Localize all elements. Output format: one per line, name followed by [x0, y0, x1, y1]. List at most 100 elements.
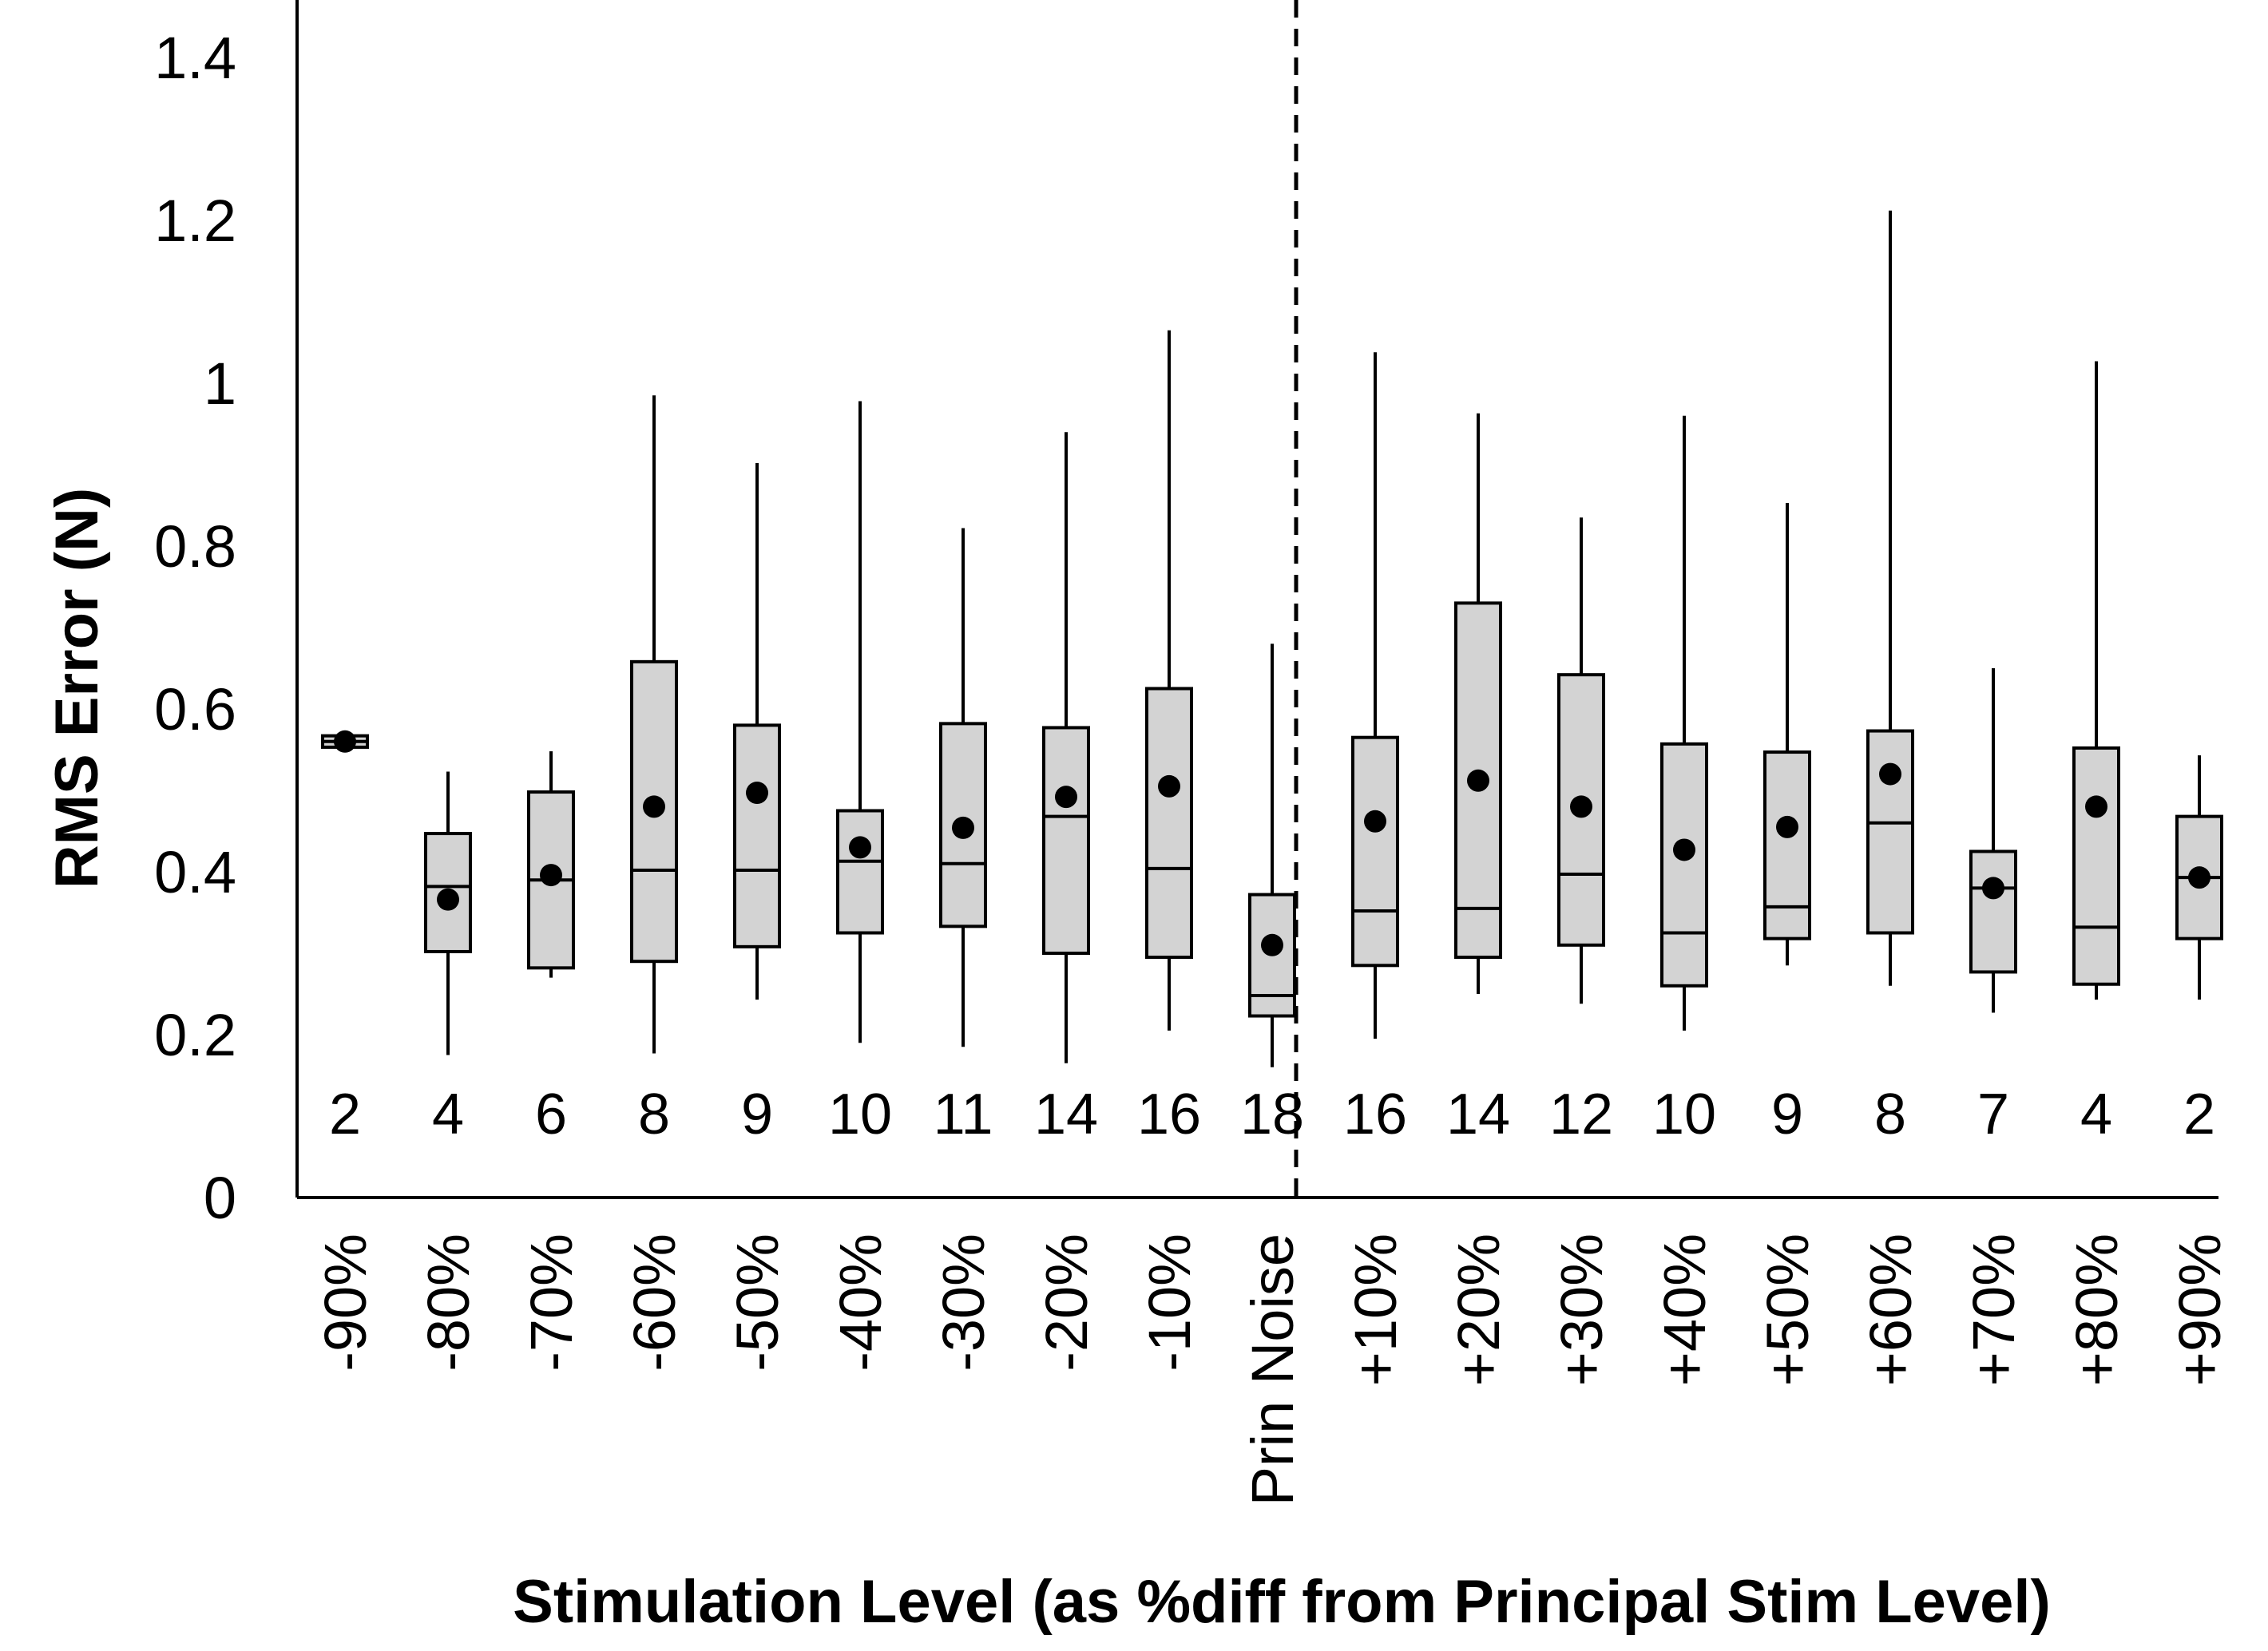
- box-+60%: [1866, 210, 1914, 986]
- x-tick-label: -80%: [415, 1233, 482, 1372]
- count-label: 4: [432, 1083, 464, 1146]
- box--20%: [1042, 432, 1090, 1063]
- mean-point: [849, 836, 871, 859]
- box-layer: [321, 210, 2223, 1067]
- count-label-layer: 2 4 6 8 9 10 11 14 16 18 16 14 12 10 9 8 7 4 2: [329, 1083, 2215, 1146]
- y-axis-tick-layer: 0 0.2 0.4 0.6 0.8 1 1.2 1.4: [154, 25, 236, 1231]
- axes: [295, 0, 2218, 1199]
- count-label: 11: [934, 1083, 993, 1146]
- mean-point: [1158, 774, 1180, 798]
- iqr-box: [733, 723, 781, 948]
- x-tick-label: -60%: [621, 1233, 688, 1372]
- mean-point: [334, 730, 356, 753]
- count-label: 6: [535, 1083, 567, 1146]
- iqr-box: [836, 809, 884, 935]
- mean-point: [437, 888, 459, 911]
- x-tick-label: +30%: [1548, 1233, 1615, 1386]
- count-label: 9: [1771, 1083, 1803, 1146]
- count-label: 9: [741, 1083, 773, 1146]
- y-tick-label: 0.6: [154, 676, 236, 742]
- box--70%: [527, 751, 575, 978]
- count-label: 7: [1977, 1083, 2009, 1146]
- count-label: 12: [1549, 1083, 1613, 1146]
- x-tick-label: -30%: [930, 1233, 997, 1372]
- count-label: 10: [1652, 1083, 1716, 1146]
- box--50%: [733, 462, 781, 1000]
- count-label: 2: [2183, 1083, 2215, 1146]
- y-tick-label: 0.8: [154, 513, 236, 580]
- count-label: 8: [1874, 1083, 1906, 1146]
- y-tick-label: 1.2: [154, 188, 236, 254]
- x-tick-label: +80%: [2064, 1233, 2130, 1386]
- mean-point: [952, 816, 974, 839]
- box-+40%: [1660, 415, 1708, 1031]
- iqr-box: [1145, 687, 1193, 960]
- count-label: 10: [828, 1083, 892, 1146]
- mean-point: [2085, 795, 2107, 818]
- x-tick-label: Prin Noise: [1239, 1233, 1306, 1506]
- y-axis-title: RMS Error (N): [43, 488, 111, 889]
- count-label: 8: [638, 1083, 670, 1146]
- x-tick-label: +40%: [1651, 1233, 1718, 1386]
- box-+20%: [1454, 413, 1502, 994]
- mean-point: [1776, 815, 1798, 838]
- iqr-box: [1351, 735, 1399, 968]
- x-tick-label: -40%: [827, 1233, 894, 1372]
- mean-point: [1364, 810, 1386, 833]
- iqr-box: [1042, 726, 1090, 956]
- mean-point: [746, 782, 768, 805]
- x-axis-title: Stimulation Level (as %diff from Princip…: [513, 1568, 2051, 1636]
- box-+70%: [1969, 668, 2017, 1013]
- box-Prin Noise: [1248, 643, 1296, 1067]
- x-tick-label: +70%: [1961, 1233, 2027, 1386]
- y-tick-label: 0.4: [154, 839, 236, 905]
- y-tick-label: 1: [204, 350, 236, 417]
- box--60%: [630, 395, 678, 1054]
- mean-point: [2188, 866, 2211, 889]
- mean-point: [1055, 786, 1077, 809]
- x-tick-label: -10%: [1136, 1233, 1203, 1372]
- box-+30%: [1557, 517, 1605, 1004]
- box-+90%: [2175, 755, 2223, 1000]
- x-tick-label: +50%: [1755, 1233, 1821, 1386]
- x-tick-label-layer: -90% -80% -70% -60% -50% -40% -30% -20% -10% Prin…: [312, 1233, 2233, 1506]
- x-tick-label: +10%: [1342, 1233, 1409, 1386]
- x-tick-label: +60%: [1858, 1233, 1924, 1386]
- mean-point: [1879, 762, 1901, 786]
- iqr-box: [1866, 729, 1914, 935]
- box-+10%: [1351, 352, 1399, 1039]
- iqr-box: [2072, 746, 2120, 986]
- box--90%: [321, 730, 369, 753]
- box-+50%: [1763, 502, 1811, 966]
- iqr-box: [1660, 742, 1708, 988]
- iqr-box: [1763, 750, 1811, 940]
- iqr-box: [1969, 849, 2017, 974]
- x-tick-label: +20%: [1445, 1233, 1512, 1386]
- count-label: 18: [1240, 1083, 1304, 1146]
- box--10%: [1145, 330, 1193, 1031]
- count-label: 14: [1446, 1083, 1510, 1146]
- mean-point: [643, 795, 665, 818]
- count-label: 16: [1343, 1083, 1407, 1146]
- box--80%: [424, 771, 472, 1055]
- x-tick-label: +90%: [2167, 1233, 2233, 1386]
- mean-point: [1467, 769, 1489, 792]
- box--30%: [939, 528, 987, 1047]
- box-+80%: [2072, 361, 2120, 1000]
- mean-point: [1673, 838, 1695, 861]
- count-label: 2: [329, 1083, 361, 1146]
- x-tick-label: -70%: [518, 1233, 585, 1372]
- y-tick-label: 0.2: [154, 1002, 236, 1068]
- mean-point: [540, 864, 562, 887]
- count-label: 16: [1137, 1083, 1201, 1146]
- x-tick-label: -20%: [1033, 1233, 1100, 1372]
- x-tick-label: -50%: [724, 1233, 791, 1372]
- y-tick-label: 1.4: [154, 25, 236, 91]
- mean-point: [1570, 795, 1592, 818]
- box--40%: [836, 401, 884, 1043]
- x-tick-label: -90%: [312, 1233, 379, 1372]
- y-tick-label: 0: [204, 1165, 236, 1231]
- count-label: 14: [1034, 1083, 1098, 1146]
- count-label: 4: [2080, 1083, 2112, 1146]
